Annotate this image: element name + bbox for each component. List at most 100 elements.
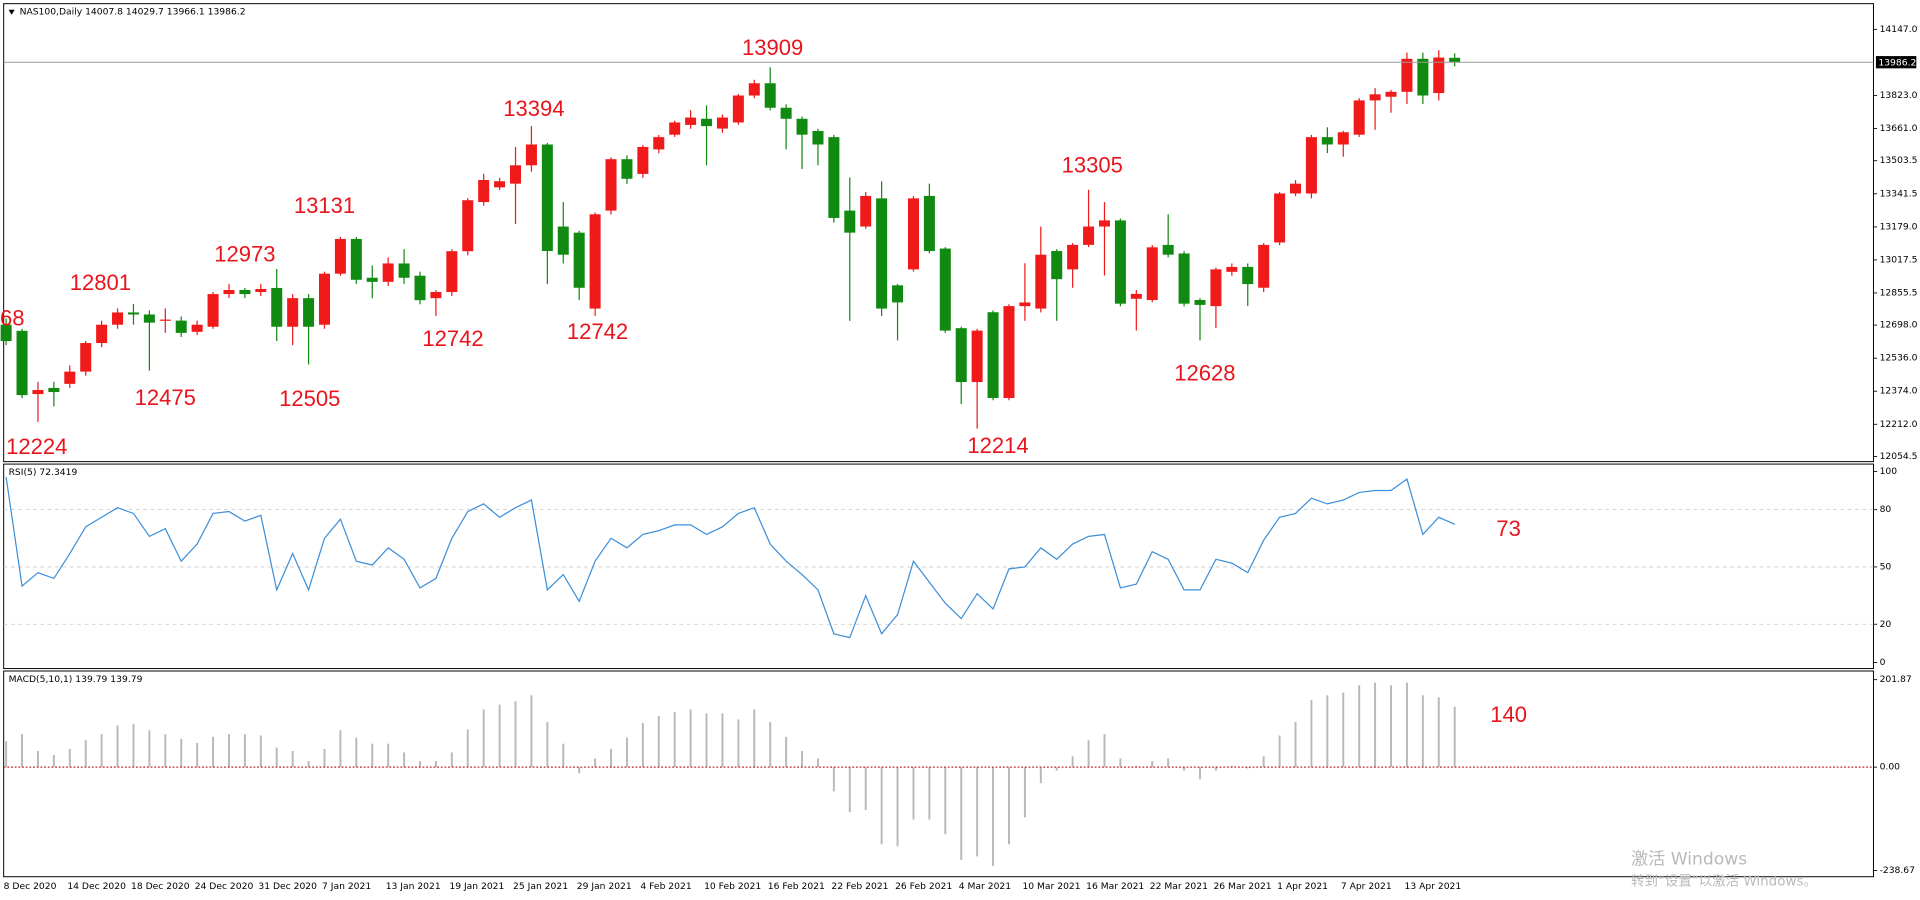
candle-body [748,83,760,96]
y-tick-label: 12374.0 [1880,386,1918,397]
x-tick-label: 14 Dec 2020 [67,881,126,892]
candle-body [96,324,108,344]
x-tick-label: 7 Apr 2021 [1341,881,1392,892]
y-tick-label: 0.00 [1880,762,1901,773]
candle-body [653,137,665,150]
y-tick-label: 14147.0 [1880,24,1918,35]
candle-body [1130,293,1142,299]
candle-body [1114,220,1126,304]
x-tick-label: 26 Mar 2021 [1213,881,1271,892]
y-tick-label: 12855.5 [1880,287,1918,298]
y-tick-label: 13661.0 [1880,123,1918,134]
x-tick-label: 25 Jan 2021 [513,881,568,892]
x-tick-label: 10 Mar 2021 [1022,881,1080,892]
annotation: 13394 [503,96,564,121]
candle-body [48,387,60,393]
candle-body [1035,254,1047,309]
main-frame [3,3,1874,463]
y-tick-label: 13503.5 [1880,155,1918,166]
current-price-box [1875,56,1917,69]
candle-body [1433,57,1445,94]
candle-body [1417,58,1429,96]
candle-body [1449,57,1461,63]
x-tick-label: 22 Feb 2021 [831,881,888,892]
candle-body [239,290,251,295]
y-tick-label: 20 [1880,619,1892,630]
annotation: 68 [0,305,25,330]
candle-body [510,165,522,184]
x-tick-label: 16 Feb 2021 [768,881,825,892]
candle-body [828,137,840,218]
x-tick-label: 16 Mar 2021 [1086,881,1144,892]
annotation: 73 [1496,516,1521,541]
annotation: 12742 [422,326,483,351]
x-tick-label: 22 Mar 2021 [1150,881,1208,892]
candle-body [669,122,681,135]
x-tick-label: 19 Jan 2021 [449,881,504,892]
candle-body [1051,251,1063,280]
candle-body [1146,247,1158,300]
candle-body [860,195,872,227]
candle-body [287,298,299,327]
candle-body [223,290,235,295]
candle-body [1098,220,1110,227]
candle-body [303,298,315,327]
candle-body [32,390,44,395]
y-tick-label: 13341.5 [1880,188,1918,199]
annotation: 13909 [742,35,803,60]
candle-body [1385,91,1397,97]
y-tick-label: 80 [1880,504,1892,515]
candle-body [1178,253,1190,304]
candle-body [955,328,967,383]
candle-body [1003,306,1015,398]
candle-body [987,312,999,398]
annotation: 12224 [6,434,67,459]
annotation: 12505 [279,386,340,411]
candle-body [398,263,410,278]
candle-body [478,180,490,203]
x-tick-label: 24 Dec 2020 [195,881,254,892]
x-tick-label: 7 Jan 2021 [322,881,371,892]
y-tick-label: 13179.0 [1880,221,1918,232]
candle-body [318,273,330,325]
candle-body [334,238,346,274]
candle-body [1258,244,1270,288]
y-tick-label: 12698.0 [1880,320,1918,331]
x-tick-label: 8 Dec 2020 [4,881,57,892]
x-tick-label: 10 Feb 2021 [704,881,761,892]
candle-body [112,312,124,325]
candle-body [446,251,458,293]
candle-body [732,95,744,123]
candle-body [796,118,808,135]
candle-body [589,214,601,309]
candle-body [414,275,426,301]
x-tick-label: 31 Dec 2020 [258,881,317,892]
candle-body [430,292,442,299]
y-tick-label: 201.87 [1880,674,1912,685]
y-tick-label: 13823.0 [1880,90,1918,101]
candle-body [637,146,649,174]
candle-body [143,314,155,323]
watermark: 激活 Windows [1631,850,1747,870]
annotation: 12801 [70,270,131,295]
candle-body [1274,193,1286,243]
candle-body [366,277,378,282]
candle-body [907,198,919,270]
menu-arrow [8,9,15,15]
candle-body [255,288,267,293]
rsi-line [5,477,1455,639]
annotation: 12973 [214,242,275,267]
candle-body [621,159,633,179]
x-tick-label: 29 Jan 2021 [577,881,632,892]
x-tick-label: 13 Apr 2021 [1404,881,1461,892]
x-tick-label: 1 Apr 2021 [1277,881,1328,892]
candle-body [494,181,506,188]
y-tick-label: 0 [1880,657,1886,668]
candle-body [127,312,139,315]
y-tick-label: 13017.5 [1880,254,1918,265]
annotation: 12214 [967,433,1028,458]
annotation: 12742 [567,319,628,344]
annotation: 12628 [1174,361,1235,386]
y-tick-label: 50 [1880,561,1892,572]
